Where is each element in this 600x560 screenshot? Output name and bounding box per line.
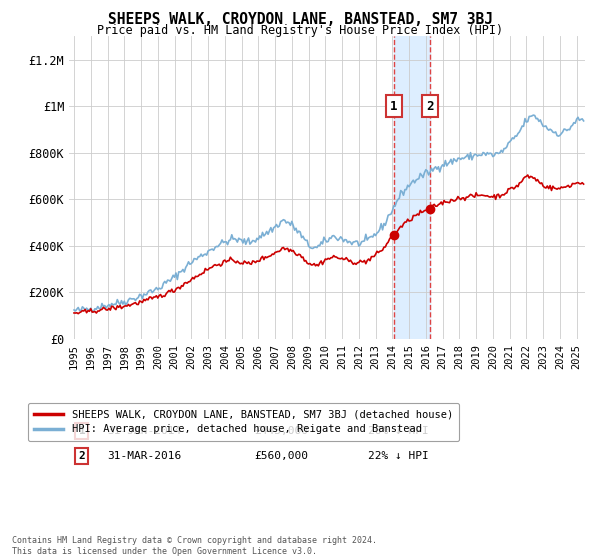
Text: 31-JAN-2014: 31-JAN-2014 (108, 426, 182, 436)
Text: £560,000: £560,000 (255, 451, 309, 461)
Text: 1: 1 (390, 100, 397, 113)
Text: 2: 2 (426, 100, 434, 113)
Legend: SHEEPS WALK, CROYDON LANE, BANSTEAD, SM7 3BJ (detached house), HPI: Average pric: SHEEPS WALK, CROYDON LANE, BANSTEAD, SM7… (28, 403, 459, 441)
Text: 2: 2 (79, 451, 85, 461)
Text: 31-MAR-2016: 31-MAR-2016 (108, 451, 182, 461)
Text: 20% ↓ HPI: 20% ↓ HPI (368, 426, 429, 436)
Bar (394, 36, 430, 339)
Text: SHEEPS WALK, CROYDON LANE, BANSTEAD, SM7 3BJ: SHEEPS WALK, CROYDON LANE, BANSTEAD, SM7… (107, 12, 493, 27)
Text: £445,000: £445,000 (255, 426, 309, 436)
Text: 22% ↓ HPI: 22% ↓ HPI (368, 451, 429, 461)
Text: Price paid vs. HM Land Registry's House Price Index (HPI): Price paid vs. HM Land Registry's House … (97, 24, 503, 36)
Text: Contains HM Land Registry data © Crown copyright and database right 2024.
This d: Contains HM Land Registry data © Crown c… (12, 536, 377, 556)
Text: 1: 1 (79, 426, 85, 436)
